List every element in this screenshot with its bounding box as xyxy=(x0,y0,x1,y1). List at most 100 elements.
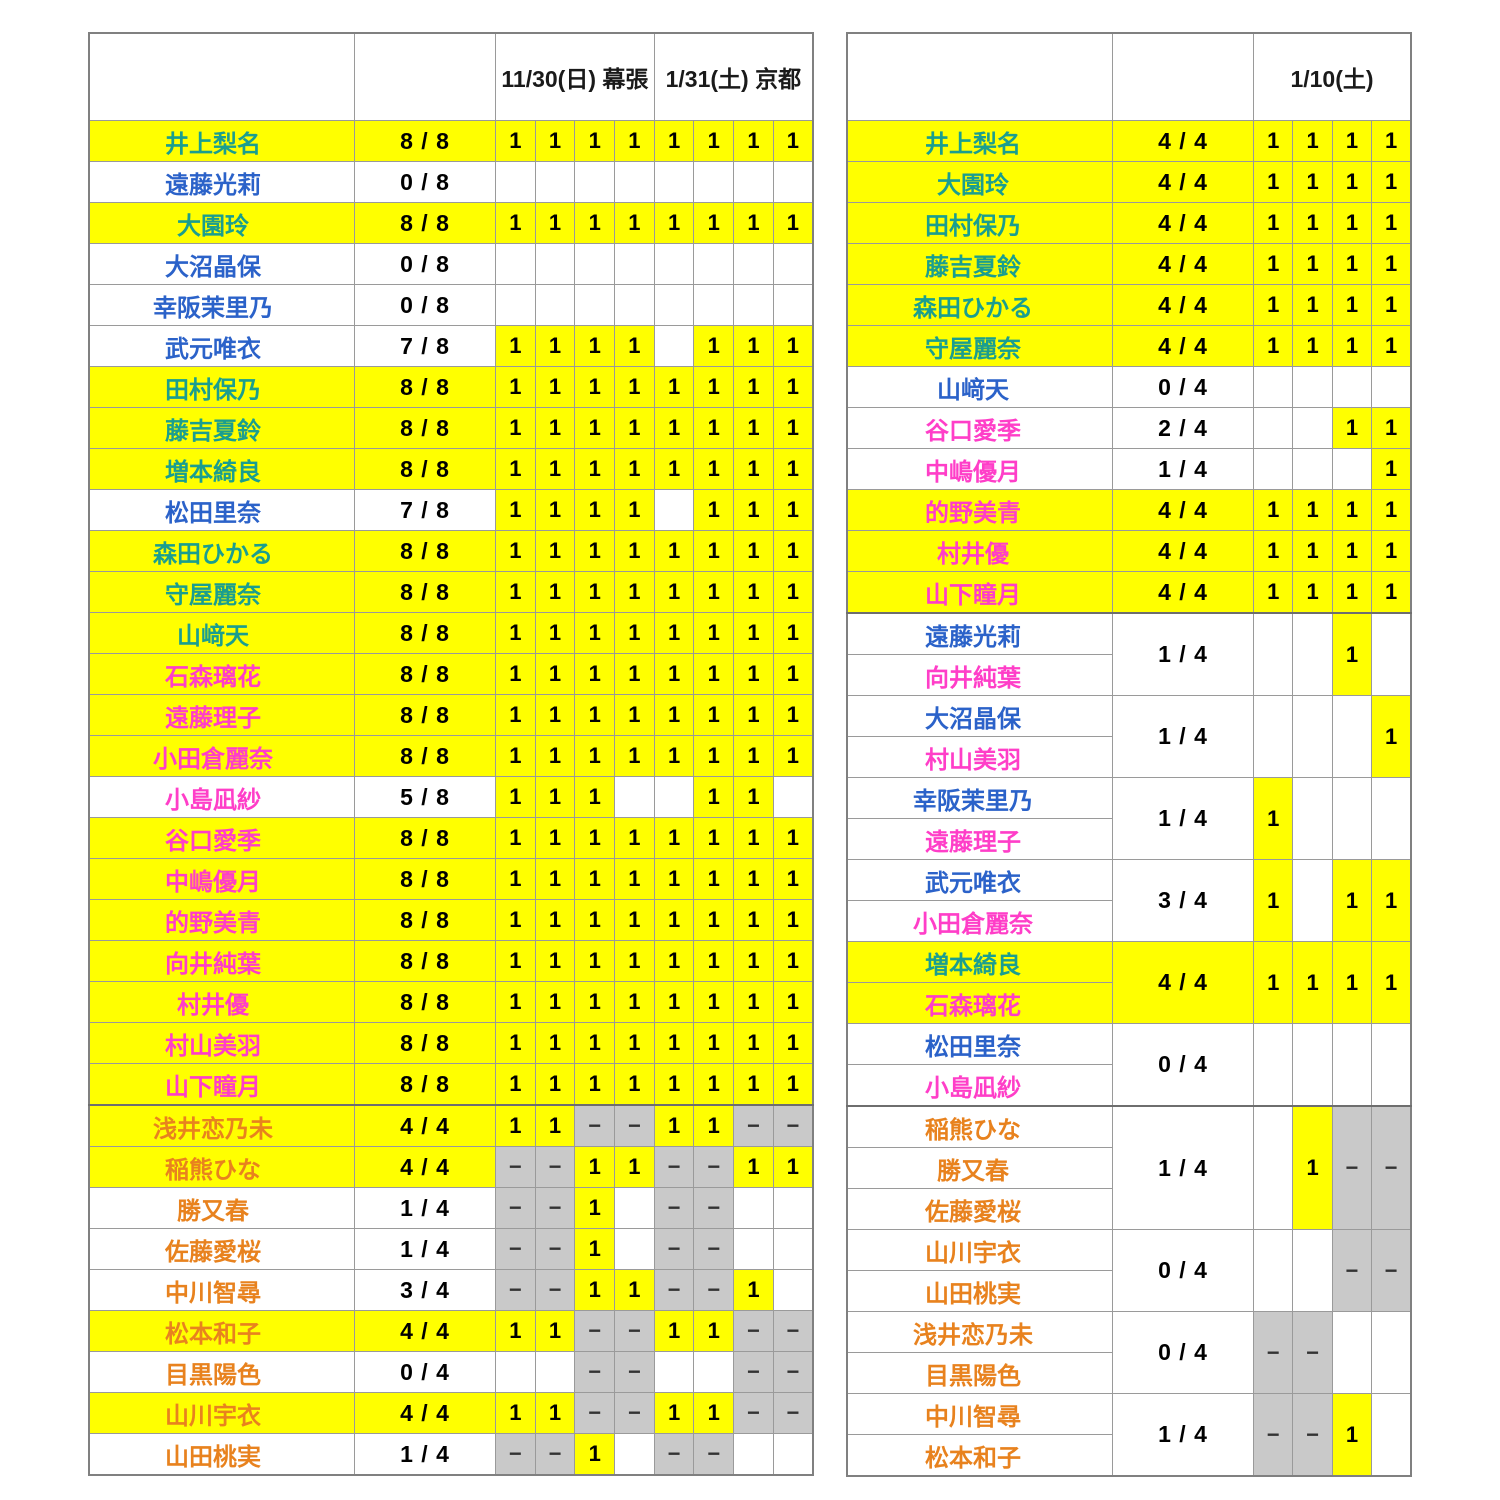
performance-cell: 1 xyxy=(733,1022,774,1064)
member-name-cell: 遠藤光莉 xyxy=(846,612,1113,655)
performance-cell: 1 xyxy=(772,1146,814,1188)
member-name: 松田里奈 xyxy=(165,499,261,527)
member-name-cell: 佐藤愛桜 xyxy=(846,1188,1113,1230)
performance-cell: 1 xyxy=(534,981,576,1023)
member-name-cell: 谷口愛季 xyxy=(88,817,355,859)
member-name-cell: 谷口愛季 xyxy=(846,407,1113,449)
member-name-cell: 村井優 xyxy=(846,530,1113,572)
performance-cell: 1 xyxy=(1252,571,1294,614)
member-name-cell: 山﨑天 xyxy=(88,612,355,654)
member-name: 石森璃花 xyxy=(165,663,261,691)
performance-cell: 1 xyxy=(495,571,536,613)
member-name-cell: 勝又春 xyxy=(88,1187,355,1229)
performance-cell: 1 xyxy=(495,489,536,531)
performance-cell: − xyxy=(495,1187,536,1229)
member-name: 幸阪茉里乃 xyxy=(153,294,273,322)
member-name-cell: 山川宇衣 xyxy=(846,1229,1113,1271)
table-row: 山﨑天 0 / 4 xyxy=(846,366,1412,408)
performance-cell: 1 xyxy=(614,120,655,162)
not-applicable-dash: − xyxy=(1306,1421,1319,1447)
performance-cell: − xyxy=(614,1351,655,1393)
performance-cell xyxy=(614,1228,655,1270)
member-name: 増本綺良 xyxy=(925,951,1021,979)
performance-cell: 1 xyxy=(1331,571,1373,614)
performance-cell: 1 xyxy=(1331,407,1373,449)
performance-cell xyxy=(733,284,774,326)
not-applicable-dash: − xyxy=(508,1277,522,1302)
performance-cell: 1 xyxy=(534,202,576,244)
attendance-count-cell: 1 / 4 xyxy=(354,1187,496,1229)
not-applicable-dash: − xyxy=(747,1113,760,1138)
performance-cell xyxy=(1331,695,1373,778)
performance-cell: 1 xyxy=(653,858,695,900)
performance-cell: 1 xyxy=(1371,407,1412,449)
member-name-cell: 山下瞳月 xyxy=(846,571,1113,614)
member-name: 遠藤光莉 xyxy=(165,171,261,199)
attendance-count-cell: 4 / 4 xyxy=(1112,530,1254,572)
attendance-count-cell: 8 / 8 xyxy=(354,120,496,162)
table-row: 小島凪紗 xyxy=(846,1064,1411,1107)
performance-cell: 1 xyxy=(1371,571,1412,614)
performance-cell xyxy=(653,243,695,285)
performance-cell: 1 xyxy=(1252,859,1294,942)
performance-cell: 1 xyxy=(614,940,655,982)
performance-cell: 1 xyxy=(693,571,735,613)
performance-cell: − xyxy=(693,1433,735,1476)
performance-cell: 1 xyxy=(574,1187,616,1229)
performance-cell: 1 xyxy=(772,899,814,941)
performance-cell: − xyxy=(733,1104,774,1147)
performance-cell: 1 xyxy=(772,407,814,449)
not-applicable-dash: − xyxy=(508,1236,522,1261)
table-row: 遠藤光莉 1 / 4 1 xyxy=(846,612,1412,696)
performance-cell: 1 xyxy=(495,817,536,859)
member-name: 井上梨名 xyxy=(925,130,1021,158)
performance-cell: 1 xyxy=(614,858,655,900)
member-name-cell: 田村保乃 xyxy=(88,366,355,408)
performance-cell: 1 xyxy=(534,571,576,613)
member-name: 佐藤愛桜 xyxy=(165,1238,261,1266)
performance-cell: 1 xyxy=(614,530,655,572)
performance-cell: 1 xyxy=(574,899,616,941)
performance-cell: 1 xyxy=(614,407,655,449)
attendance-count-cell: 8 / 8 xyxy=(354,899,496,941)
performance-cell: 1 xyxy=(1292,202,1333,244)
table-row: 松田里奈 0 / 4 xyxy=(846,1023,1412,1107)
performance-cell xyxy=(733,243,774,285)
attendance-count-cell: 8 / 8 xyxy=(354,612,496,654)
performance-cell: 1 xyxy=(574,981,616,1023)
member-name-cell: 目黒陽色 xyxy=(88,1351,355,1393)
performance-cell: 1 xyxy=(1292,161,1333,203)
performance-cell: 1 xyxy=(574,325,616,367)
performance-cell xyxy=(1292,366,1333,408)
not-applicable-dash: − xyxy=(707,1154,721,1179)
performance-cell: 1 xyxy=(772,612,814,654)
performance-cell: 1 xyxy=(693,1392,735,1434)
performance-cell xyxy=(1331,366,1373,408)
performance-cell: − xyxy=(653,1228,695,1270)
performance-cell: 1 xyxy=(1292,1105,1333,1230)
not-applicable-dash: − xyxy=(747,1359,760,1384)
performance-cell: 1 xyxy=(614,899,655,941)
member-name-cell: 遠藤理子 xyxy=(846,818,1113,860)
member-name-cell: 大沼晶保 xyxy=(88,243,355,285)
header-count-blank xyxy=(1112,32,1254,121)
attendance-count-cell: 8 / 8 xyxy=(354,653,496,695)
header-name-blank xyxy=(88,32,355,121)
member-name: 遠藤理子 xyxy=(925,828,1021,856)
performance-cell: 1 xyxy=(495,530,536,572)
performance-cell: 1 xyxy=(1292,243,1333,285)
performance-cell: 1 xyxy=(1292,530,1333,572)
table-row: 勝又春 xyxy=(846,1147,1411,1189)
member-name-cell: 的野美青 xyxy=(88,899,355,941)
table-row: 目黒陽色 0 / 4− − − − xyxy=(88,1351,814,1393)
attendance-count-cell: 0 / 8 xyxy=(354,243,496,285)
member-name-cell: 藤吉夏鈴 xyxy=(88,407,355,449)
performance-cell: 1 xyxy=(574,407,616,449)
